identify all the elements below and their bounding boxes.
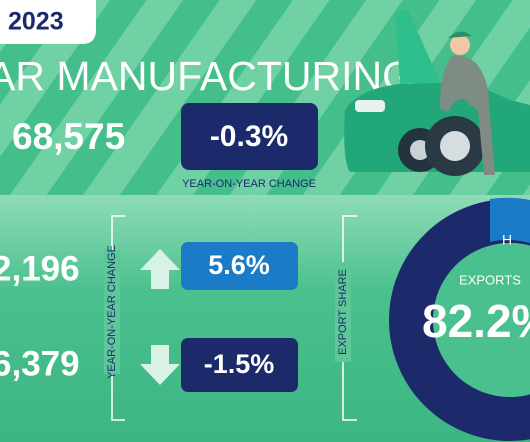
top-band: 2023 AR MANUFACTURING 68,575 -0.3% YEAR-… bbox=[0, 0, 530, 195]
export-section: EXPORT SHARE H EXPORTS 82.2% bbox=[335, 197, 530, 441]
donut-segment bbox=[490, 197, 530, 244]
year-badge bbox=[0, 0, 96, 44]
stats-section: 2,196 6,379 YEAR-ON-YEAR CHANGE 5.6% -1.… bbox=[0, 215, 298, 421]
title: AR MANUFACTURING bbox=[0, 53, 414, 99]
donut-hole bbox=[433, 243, 530, 397]
export-caption: EXPORT SHARE bbox=[337, 269, 349, 355]
change-box bbox=[181, 338, 298, 392]
car-illustration bbox=[344, 10, 530, 176]
year: 2023 bbox=[8, 8, 64, 36]
change-box bbox=[181, 242, 298, 290]
export-value: 82.2% bbox=[422, 295, 530, 347]
stat-value: 6,379 bbox=[0, 344, 80, 383]
stat-change: -1.5% bbox=[204, 349, 275, 379]
headline-change: -0.3% bbox=[210, 120, 288, 153]
stat-value: 2,196 bbox=[0, 249, 80, 288]
caption-backdrop bbox=[104, 250, 120, 374]
up-arrow bbox=[140, 249, 180, 289]
down-arrow bbox=[140, 345, 180, 385]
headline-caption: YEAR-ON-YEAR CHANGE bbox=[182, 178, 316, 190]
stat-change: 5.6% bbox=[208, 250, 270, 280]
export-label: EXPORTS bbox=[459, 272, 521, 287]
headline-change-box bbox=[181, 103, 318, 170]
caption-backdrop bbox=[335, 262, 351, 362]
segment-label: H bbox=[502, 232, 512, 248]
headline-value: 68,575 bbox=[12, 116, 125, 157]
stats-caption: YEAR-ON-YEAR CHANGE bbox=[106, 245, 118, 379]
